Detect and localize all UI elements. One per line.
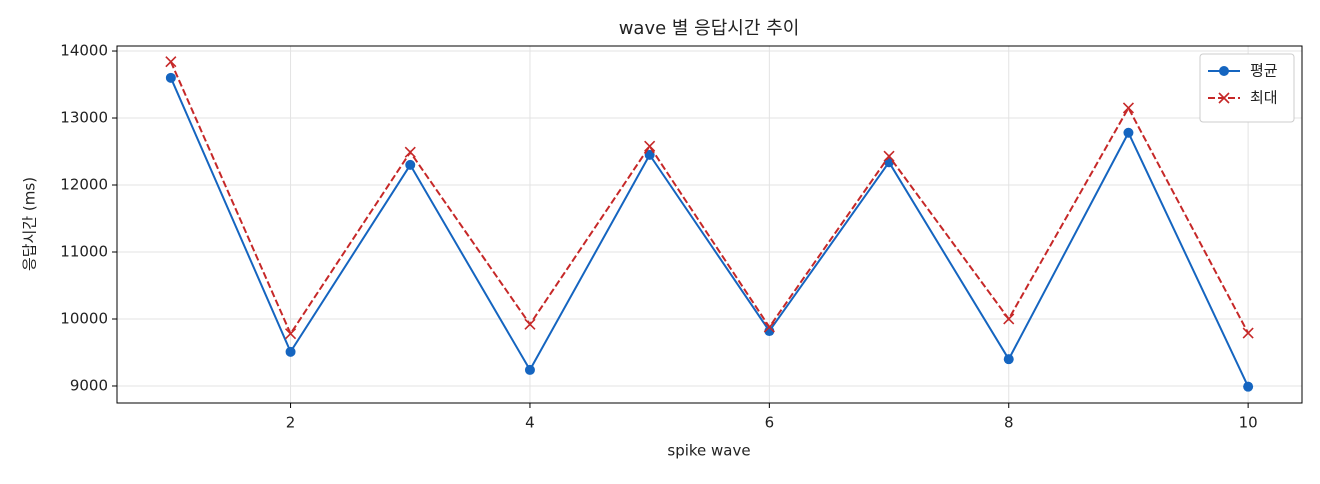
marker xyxy=(644,140,656,152)
marker xyxy=(644,149,655,160)
legend-box xyxy=(1199,53,1295,123)
x-axis-label: spike wave xyxy=(667,442,750,460)
y-tick-label: 14000 xyxy=(60,42,108,60)
marker xyxy=(405,159,416,170)
series-line xyxy=(169,77,1250,388)
y-tick-label: 13000 xyxy=(60,109,108,127)
y-tick-label: 12000 xyxy=(60,176,108,194)
marker xyxy=(1123,127,1134,138)
marker xyxy=(524,364,535,375)
x-tick-label: 4 xyxy=(525,414,535,432)
marker xyxy=(165,56,177,68)
x-tick-label: 10 xyxy=(1239,414,1258,432)
marker xyxy=(285,346,296,357)
marker xyxy=(404,146,416,158)
marker xyxy=(1243,381,1254,392)
y-tick-label: 10000 xyxy=(60,309,108,327)
chart-title: wave 별 응답시간 추이 xyxy=(619,18,800,39)
plot-frame xyxy=(116,45,1303,404)
x-tick-label: 6 xyxy=(765,414,775,432)
series-line xyxy=(169,61,1250,336)
y-axis-label: 응답시간 (ms) xyxy=(21,177,39,271)
marker xyxy=(763,321,775,333)
marker xyxy=(1242,327,1254,339)
marker xyxy=(1003,354,1014,365)
marker xyxy=(284,328,297,340)
marker xyxy=(524,318,536,330)
marker xyxy=(1122,102,1135,114)
legend-marker xyxy=(1218,92,1230,104)
y-tick-label: 9000 xyxy=(70,376,108,394)
marker xyxy=(883,150,895,162)
legend-marker xyxy=(1219,66,1229,76)
legend-label: 평균 xyxy=(1250,62,1278,80)
legend-label: 최대 xyxy=(1250,89,1278,107)
y-tick-label: 11000 xyxy=(60,243,108,261)
marker xyxy=(1003,313,1015,325)
marker xyxy=(165,72,176,83)
x-tick-label: 8 xyxy=(1004,414,1014,432)
x-tick-label: 2 xyxy=(286,414,296,432)
